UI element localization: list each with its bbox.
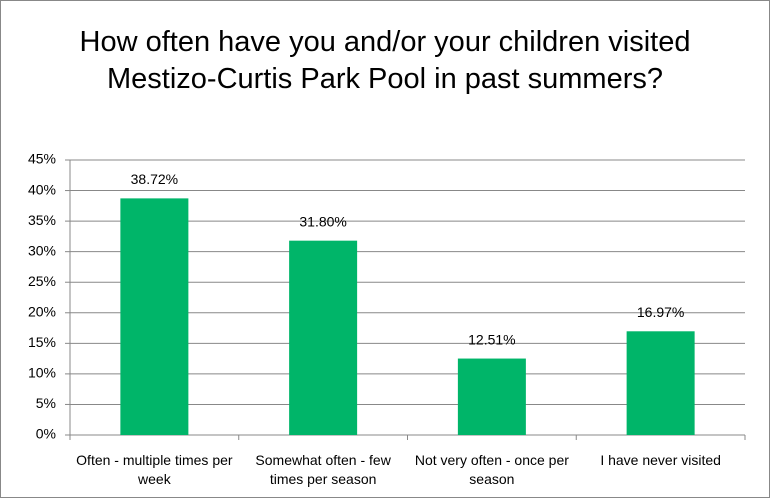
bar xyxy=(457,358,526,435)
bar xyxy=(289,240,358,435)
chart-title: How often have you and/or your children … xyxy=(79,26,691,95)
x-tick-label: I have never visited xyxy=(600,452,721,468)
y-tick-label: 5% xyxy=(36,395,56,411)
y-tick-label: 40% xyxy=(28,181,56,197)
y-tick-label: 35% xyxy=(28,212,56,228)
y-tick-label: 45% xyxy=(28,151,56,167)
y-tick-label: 15% xyxy=(28,334,56,350)
value-label: 31.80% xyxy=(299,213,346,229)
y-tick-label: 0% xyxy=(36,426,56,442)
y-tick-label: 10% xyxy=(28,365,56,381)
value-label: 38.72% xyxy=(131,171,178,187)
bar xyxy=(120,198,189,435)
x-tick-label: Not very often - once per season xyxy=(414,452,569,487)
x-tick-label: Somewhat often - few times per season xyxy=(255,452,391,487)
value-label: 16.97% xyxy=(637,304,684,320)
y-tick-label: 20% xyxy=(28,303,56,319)
y-tick-label: 30% xyxy=(28,242,56,258)
bar xyxy=(626,331,695,435)
value-label: 12.51% xyxy=(468,331,515,347)
y-tick-label: 25% xyxy=(28,273,56,289)
x-tick-label: Often - multiple times per week xyxy=(76,452,233,487)
